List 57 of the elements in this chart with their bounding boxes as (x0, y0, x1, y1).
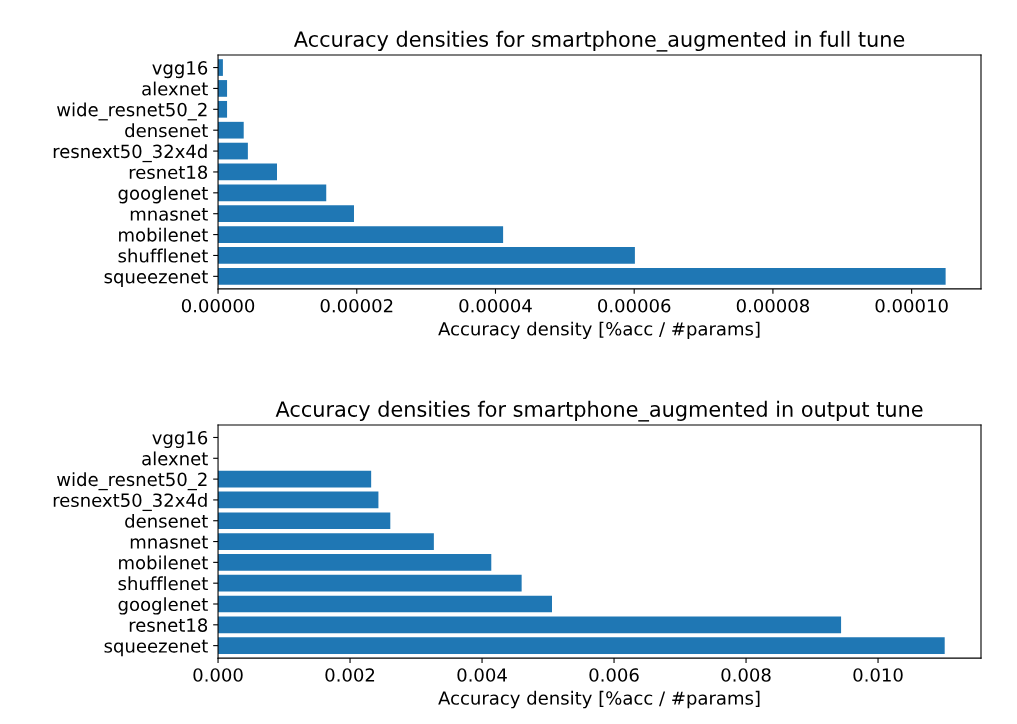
y-tick-label: resnext50_32x4d (53, 493, 207, 512)
x-axis-title: Accuracy density [%acc / #params] (438, 321, 760, 340)
bar (218, 226, 504, 243)
y-tick-label: squeezenet (104, 270, 208, 287)
y-tick-label: shufflenet (118, 576, 208, 591)
bar (218, 512, 391, 530)
x-tick-label: 0.000 (193, 668, 243, 682)
x-tick-label: 0.010 (853, 668, 903, 682)
y-tick-label: mobilenet (119, 227, 208, 242)
y-tick-label: squeezenet (104, 639, 208, 657)
y-tick-label: wide_resnet50_2 (57, 472, 207, 491)
bar (218, 268, 946, 285)
x-tick-label: 0.00000 (181, 298, 255, 313)
x-tick-label: 0.00006 (598, 298, 671, 313)
x-tick-label: 0.00004 (459, 298, 532, 313)
bar (218, 637, 945, 654)
y-tick-label: resnet18 (129, 165, 208, 180)
y-tick-label: googlenet (118, 597, 208, 615)
bar (218, 533, 434, 550)
bar (218, 616, 842, 634)
y-tick-label: vgg16 (152, 61, 208, 79)
y-tick-label: mobilenet (119, 555, 208, 570)
bar (218, 121, 244, 139)
x-axis-title: Accuracy density [%acc / #params] (438, 690, 760, 709)
x-tick-label: 0.006 (589, 668, 639, 682)
x-tick-label: 0.008 (721, 668, 771, 682)
bar (218, 205, 354, 223)
y-tick-label: alexnet (142, 451, 208, 466)
chart-title: Accuracy densities for smartphone_augmented in output tune (275, 400, 923, 422)
bar (218, 491, 379, 509)
bar (218, 595, 552, 613)
y-tick-label: vgg16 (152, 430, 208, 449)
bar (218, 80, 228, 97)
x-tick-label: 0.00002 (320, 298, 393, 313)
bar (218, 163, 277, 181)
y-tick-label: densenet (125, 513, 208, 528)
bar (218, 247, 635, 264)
bar (218, 100, 228, 118)
x-tick-label: 0.004 (457, 668, 507, 682)
y-tick-label: shufflenet (118, 248, 208, 263)
y-tick-label: resnet18 (129, 618, 208, 632)
bar (218, 142, 248, 160)
bar (218, 184, 327, 202)
x-tick-label: 0.002 (325, 668, 375, 682)
bar (218, 554, 492, 571)
y-tick-label: wide_resnet50_2 (57, 102, 207, 121)
x-tick-label: 0.00010 (875, 298, 948, 313)
chart-title: Accuracy densities for smartphone_augmented in full tune (293, 30, 905, 52)
y-tick-label: resnext50_32x4d (53, 144, 207, 163)
y-tick-label: googlenet (118, 185, 208, 204)
bar (218, 574, 522, 592)
y-tick-label: alexnet (142, 81, 208, 96)
x-tick-label: 0.00008 (736, 298, 810, 313)
y-tick-label: mnasnet (130, 535, 208, 549)
y-tick-label: mnasnet (130, 207, 208, 221)
bar (218, 470, 372, 488)
y-tick-label: densenet (125, 123, 208, 138)
